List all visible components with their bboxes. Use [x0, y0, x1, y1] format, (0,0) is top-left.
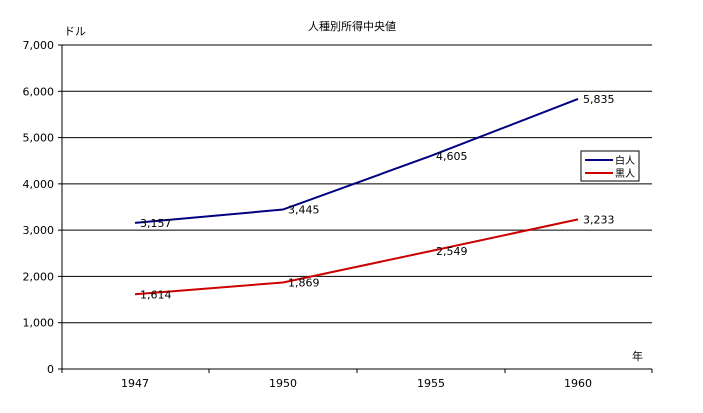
y-tick-label: 2,000: [23, 270, 55, 283]
y-tick-label: 7,000: [23, 39, 55, 52]
x-tick-label: 1950: [269, 377, 297, 390]
x-tick-label: 1947: [121, 377, 149, 390]
legend-label-white: 白人: [615, 154, 635, 167]
y-axis-label: ドル: [64, 25, 86, 38]
data-label: 1,869: [288, 276, 320, 289]
y-tick-label: 4,000: [23, 178, 55, 191]
data-label: 2,549: [436, 245, 468, 258]
chart-title: 人種別所得中央値: [308, 19, 396, 33]
data-label: 3,233: [583, 213, 615, 226]
gridlines: [62, 44, 652, 324]
data-label: 5,835: [583, 93, 615, 106]
legend: 白人 黒人: [580, 150, 640, 182]
data-labels: 3,157 3,445 4,605 5,835 1,614 1,869 2,549 3,233: [140, 93, 615, 301]
y-tick-label: 0: [47, 363, 54, 376]
y-tick-label: 5,000: [23, 132, 55, 145]
series-line-white: [134, 97, 579, 224]
legend-label-black: 黒人: [615, 168, 635, 180]
data-label: 3,157: [140, 217, 172, 230]
axes: 0 1,000 2,000 3,000 4,000 5,000 6,000 7,000 1947…: [23, 39, 653, 390]
x-tick-label: 1955: [417, 377, 445, 390]
data-label: 4,605: [436, 150, 468, 163]
series-lines: [134, 97, 579, 296]
x-axis-label: 年: [632, 349, 643, 363]
data-label: 1,614: [140, 288, 172, 301]
legend-box: [580, 150, 640, 182]
y-tick-label: 1,000: [23, 317, 55, 330]
x-tick-label: 1960: [564, 377, 592, 390]
y-tick-label: 3,000: [23, 224, 55, 237]
y-tick-label: 6,000: [23, 85, 55, 98]
data-label: 3,445: [288, 204, 320, 217]
series-line-black: [134, 218, 579, 296]
